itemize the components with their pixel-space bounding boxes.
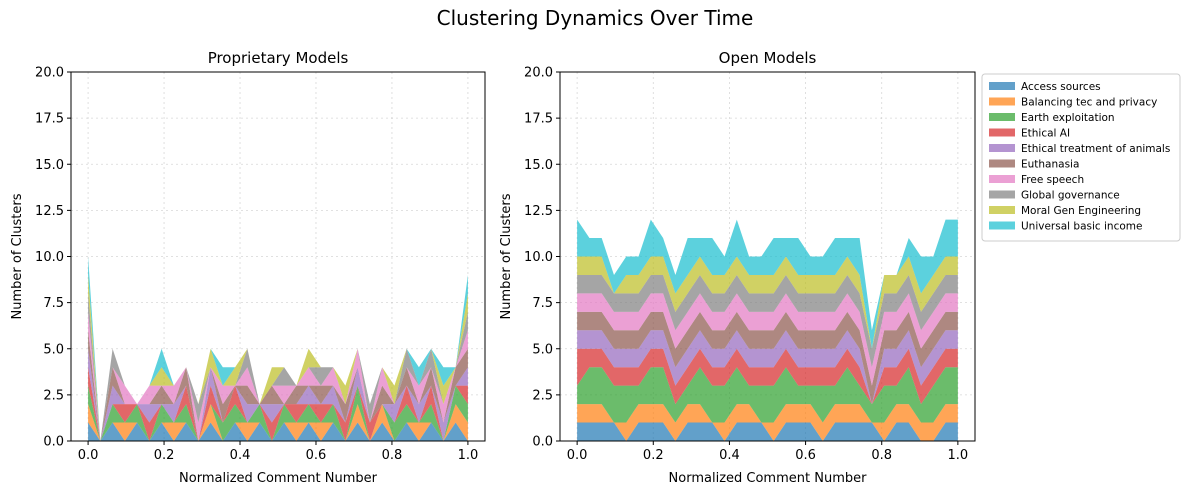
stacked-areas (88, 256, 468, 441)
y-tick-label: 10.0 (35, 250, 64, 265)
y-tick-label: 5.0 (43, 342, 64, 357)
y-tick-label: 7.5 (43, 296, 64, 311)
y-tick-label: 17.5 (35, 112, 64, 127)
panel-open-models: 0.0 0.2 0.4 0.6 0.8 1.0 0.0 2.5 5.0 7.5 10.0 12.5 15… (499, 49, 976, 486)
legend-label-ethical-ai: Ethical AI (1021, 127, 1070, 139)
x-tick-label: 1.0 (458, 448, 479, 463)
area-series-earth-exploitation (88, 385, 468, 441)
y-axis: 0.0 2.5 5.0 7.5 10.0 12.5 15.0 17.5 20.0 (35, 66, 71, 450)
x-tick-label: 0.0 (567, 448, 588, 463)
x-axis: 0.0 0.2 0.4 0.6 0.8 1.0 (567, 441, 968, 463)
legend-swatch-global-governance (989, 190, 1015, 199)
x-tick-label: 0.0 (78, 448, 99, 463)
y-tick-label: 15.0 (524, 158, 553, 173)
y-tick-label: 12.5 (524, 204, 553, 219)
area-series-ethical-ai (577, 348, 958, 405)
legend-swatch-ethical-treatment-of-animals (989, 144, 1015, 152)
y-tick-label: 2.5 (43, 388, 64, 403)
legend-swatch-universal-basic-income (989, 221, 1015, 230)
x-tick-label: 0.4 (230, 448, 251, 463)
legend-frame (981, 73, 1181, 242)
y-tick-label: 0.0 (43, 435, 64, 450)
legend-label-global-governance: Global governance (1021, 189, 1120, 201)
legend-label-earth-exploitation: Earth exploitation (1021, 112, 1115, 124)
y-axis-label: Number of Clusters (499, 193, 514, 319)
y-axis-label: Number of Clusters (10, 193, 25, 319)
legend-label-moral-gen-engineering: Moral Gen Engineering (1021, 205, 1141, 217)
figure-title: Clustering Dynamics Over Time (437, 6, 754, 30)
x-tick-label: 0.4 (719, 448, 740, 463)
legend-label-euthanasia: Euthanasia (1021, 158, 1079, 170)
legend-label-access-sources: Access sources (1021, 81, 1101, 93)
legend: Access sources Balancing tec and privacy E… (981, 73, 1181, 242)
x-axis: 0.0 0.2 0.4 0.6 0.8 1.0 (78, 441, 479, 463)
legend-label-ethical-treatment-of-animals: Ethical treatment of animals (1021, 143, 1170, 155)
area-series-free-speech (88, 311, 468, 441)
area-series-global-governance (577, 274, 958, 368)
area-series-euthanasia (88, 330, 468, 441)
y-tick-label: 2.5 (532, 388, 553, 403)
y-tick-label: 10.0 (524, 250, 553, 265)
legend-swatch-balancing-tec-and-privacy (989, 97, 1015, 106)
panel-title: Open Models (719, 49, 817, 67)
area-series-euthanasia (577, 311, 958, 405)
y-tick-label: 15.0 (35, 158, 64, 173)
legend-swatch-moral-gen-engineering (989, 206, 1015, 214)
x-axis-label: Normalized Comment Number (669, 471, 868, 486)
legend-swatch-earth-exploitation (989, 113, 1015, 121)
legend-swatch-free-speech (989, 175, 1015, 183)
area-series-ethical-treatment-of-animals (577, 330, 958, 405)
y-tick-label: 5.0 (532, 342, 553, 357)
y-tick-label: 12.5 (35, 204, 64, 219)
area-series-ethical-ai (88, 367, 468, 441)
stacked-areas (577, 219, 958, 441)
legend-label-balancing-tec-and-privacy: Balancing tec and privacy (1021, 96, 1157, 108)
x-tick-label: 0.8 (871, 448, 892, 463)
legend-swatch-euthanasia (989, 159, 1015, 168)
y-tick-label: 17.5 (524, 112, 553, 127)
area-series-earth-exploitation (577, 367, 958, 423)
x-tick-label: 0.6 (795, 448, 816, 463)
x-tick-label: 1.0 (948, 448, 969, 463)
legend-swatch-access-sources (989, 82, 1015, 90)
panel-proprietary-models: 0.0 0.2 0.4 0.6 0.8 1.0 0.0 2.5 5.0 7.5 10.0 12.5 15… (10, 49, 486, 486)
y-tick-label: 0.0 (532, 435, 553, 450)
x-tick-label: 0.2 (154, 448, 175, 463)
legend-swatch-ethical-ai (989, 128, 1015, 137)
y-tick-label: 7.5 (532, 296, 553, 311)
area-series-balancing-tec-and-privacy (88, 404, 468, 441)
x-axis-label: Normalized Comment Number (179, 471, 378, 486)
area-series-global-governance (88, 293, 468, 441)
y-tick-label: 20.0 (524, 66, 553, 81)
y-axis: 0.0 2.5 5.0 7.5 10.0 12.5 15.0 17.5 20.0 (524, 66, 560, 450)
panel-title: Proprietary Models (208, 49, 349, 67)
x-tick-label: 0.8 (382, 448, 403, 463)
y-tick-label: 20.0 (35, 66, 64, 81)
x-tick-label: 0.2 (643, 448, 664, 463)
legend-label-free-speech: Free speech (1021, 174, 1084, 186)
legend-label-universal-basic-income: Universal basic income (1021, 220, 1142, 232)
x-tick-label: 0.6 (306, 448, 327, 463)
